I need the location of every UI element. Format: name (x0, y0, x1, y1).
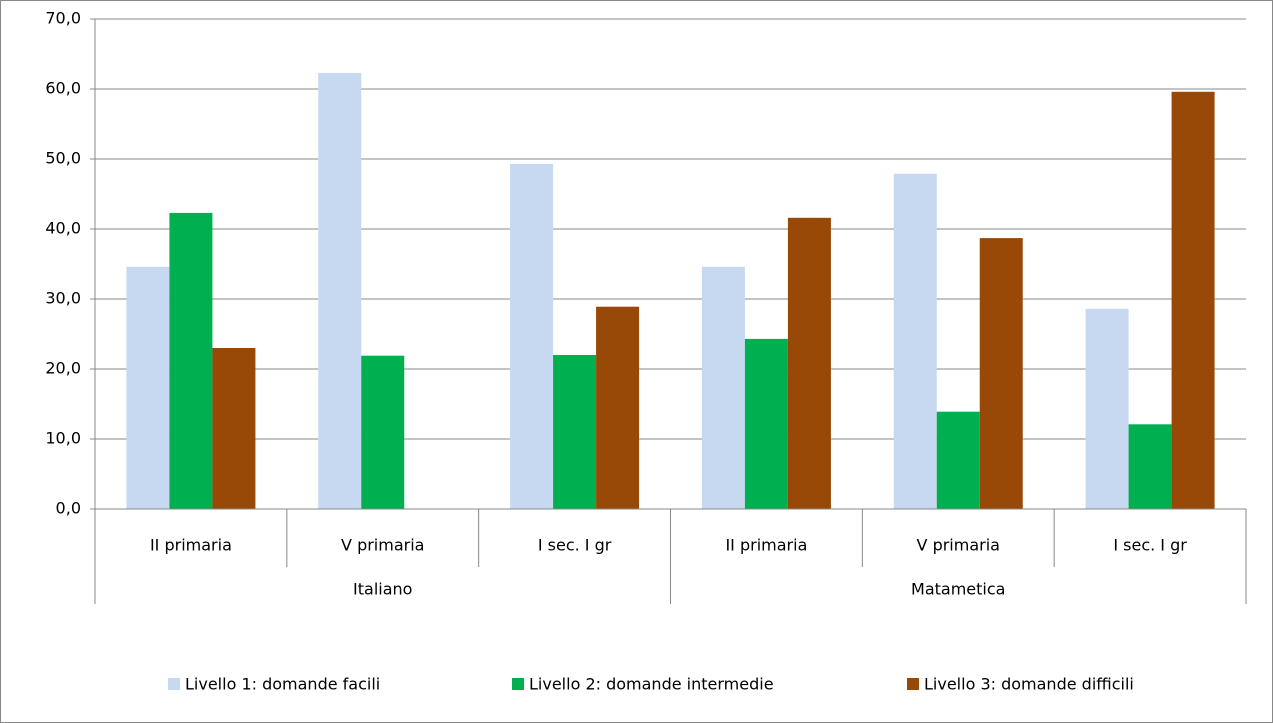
bar (169, 212, 213, 509)
legend-label: Livello 3: domande difficili (924, 675, 1134, 694)
bar (1085, 308, 1129, 509)
y-tick-label: 60,0 (45, 79, 81, 98)
bar (701, 266, 745, 509)
y-tick-label: 40,0 (45, 219, 81, 238)
y-tick-label: 50,0 (45, 149, 81, 168)
bar (553, 355, 597, 509)
y-tick-label: 0,0 (56, 499, 81, 518)
bar (787, 217, 831, 510)
y-tick-label: 30,0 (45, 289, 81, 308)
y-tick-label: 20,0 (45, 359, 81, 378)
y-tick-label: 10,0 (45, 429, 81, 448)
x-tick-label: II primaria (725, 536, 807, 555)
bar (979, 238, 1023, 509)
bar (744, 338, 788, 509)
bar (510, 163, 554, 509)
bar (596, 306, 640, 509)
y-tick-label: 70,0 (45, 9, 81, 28)
bar (1171, 91, 1215, 510)
bar (936, 411, 980, 509)
bar (893, 173, 937, 509)
bar (361, 355, 405, 509)
bar (318, 72, 362, 510)
legend-label: Livello 2: domande intermedie (529, 675, 774, 694)
legend-swatch (168, 678, 180, 690)
bar (212, 348, 256, 509)
x-tick-label: V primaria (341, 536, 424, 555)
x-tick-label: V primaria (917, 536, 1000, 555)
x-tick-label: II primaria (150, 536, 232, 555)
group-label: Matametica (911, 580, 1005, 599)
x-tick-label: I sec. I gr (538, 536, 612, 555)
legend-swatch (907, 678, 919, 690)
legend-label: Livello 1: domande facili (185, 675, 380, 694)
bar (1128, 424, 1172, 509)
legend-swatch (512, 678, 524, 690)
x-tick-label: I sec. I gr (1113, 536, 1187, 555)
group-label: Italiano (353, 580, 412, 599)
bar (126, 266, 170, 509)
